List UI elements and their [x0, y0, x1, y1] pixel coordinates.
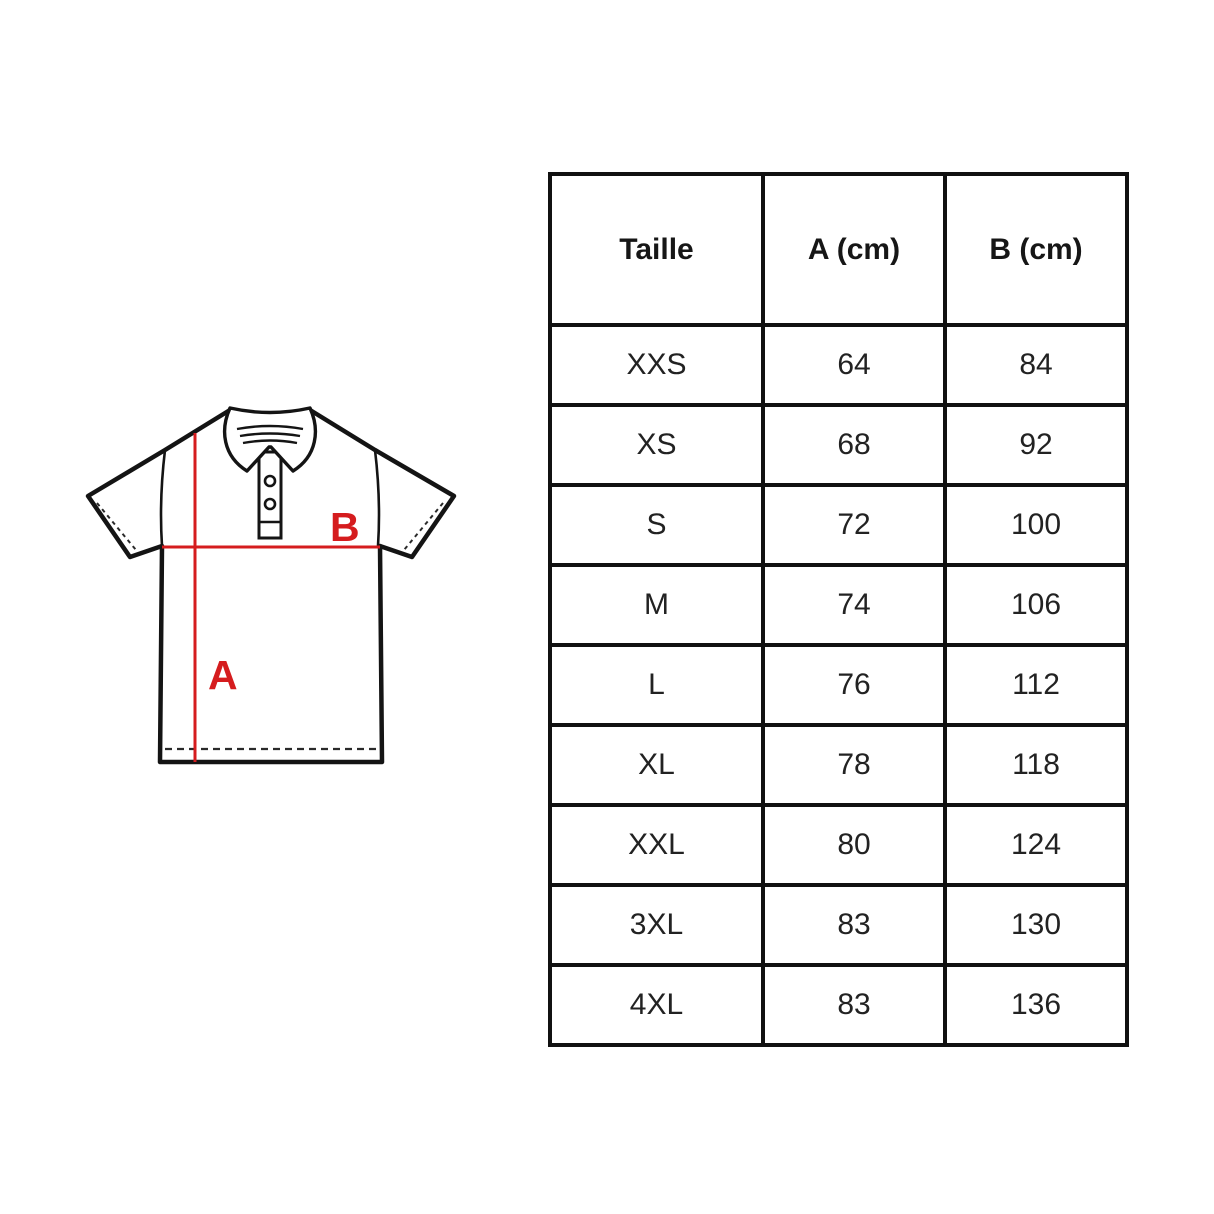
left-sleeve-hem-dashed [96, 502, 137, 551]
table-row-s: S 72 100 [548, 483, 1129, 567]
size-table-container: Taille A (cm) B (cm) XXS 64 84 XS 68 92 … [548, 172, 1129, 1047]
a-cm-cell: 80 [761, 803, 947, 887]
measure-label-b: B [330, 504, 360, 550]
table-row-l: L 76 112 [548, 643, 1129, 727]
a-cm-cell: 74 [761, 563, 947, 647]
b-cm-cell: 92 [943, 403, 1129, 487]
placket-button-bottom [263, 497, 277, 511]
size-cell: 3XL [548, 883, 765, 967]
size-cell: 4XL [548, 963, 765, 1047]
table-row-xxs: XXS 64 84 [548, 323, 1129, 407]
header-taille: Taille [548, 172, 765, 327]
b-cm-cell: 100 [943, 483, 1129, 567]
size-cell: S [548, 483, 765, 567]
size-cell: XXL [548, 803, 765, 887]
size-table: Taille A (cm) B (cm) XXS 64 84 XS 68 92 … [548, 172, 1129, 1047]
collar-band-line-2 [239, 432, 301, 438]
a-cm-cell: 83 [761, 883, 947, 967]
b-cm-cell: 112 [943, 643, 1129, 727]
collar-band-line-3 [242, 439, 298, 445]
a-cm-cell: 83 [761, 963, 947, 1047]
left-armhole-seam [159, 449, 167, 547]
table-row-3xl: 3XL 83 130 [548, 883, 1129, 967]
shirt-placket [257, 450, 283, 540]
b-cm-cell: 118 [943, 723, 1129, 807]
right-armhole-seam [373, 449, 381, 547]
a-cm-cell: 76 [761, 643, 947, 727]
b-cm-cell: 106 [943, 563, 1129, 647]
size-cell: M [548, 563, 765, 647]
size-cell: XS [548, 403, 765, 487]
size-cell: XXS [548, 323, 765, 407]
table-row-xxl: XXL 80 124 [548, 803, 1129, 887]
a-cm-cell: 68 [761, 403, 947, 487]
a-cm-cell: 72 [761, 483, 947, 567]
a-cm-cell: 64 [761, 323, 947, 407]
polo-shirt-diagram: A B [70, 392, 470, 780]
table-row-xl: XL 78 118 [548, 723, 1129, 807]
placket-button-top [263, 474, 277, 488]
size-cell: L [548, 643, 765, 727]
header-a-cm: A (cm) [761, 172, 947, 327]
b-cm-cell: 136 [943, 963, 1129, 1047]
measure-label-a: A [208, 652, 238, 698]
polo-shirt-svg: A B [85, 406, 457, 765]
b-cm-cell: 124 [943, 803, 1129, 887]
collar-band-line-1 [236, 424, 304, 431]
table-header-row: Taille A (cm) B (cm) [548, 172, 1129, 327]
table-row-4xl: 4XL 83 136 [548, 963, 1129, 1047]
a-cm-cell: 78 [761, 723, 947, 807]
table-row-m: M 74 106 [548, 563, 1129, 647]
table-row-xs: XS 68 92 [548, 403, 1129, 487]
size-cell: XL [548, 723, 765, 807]
right-sleeve-hem-dashed [403, 502, 444, 551]
b-cm-cell: 130 [943, 883, 1129, 967]
header-b-cm: B (cm) [943, 172, 1129, 327]
b-cm-cell: 84 [943, 323, 1129, 407]
